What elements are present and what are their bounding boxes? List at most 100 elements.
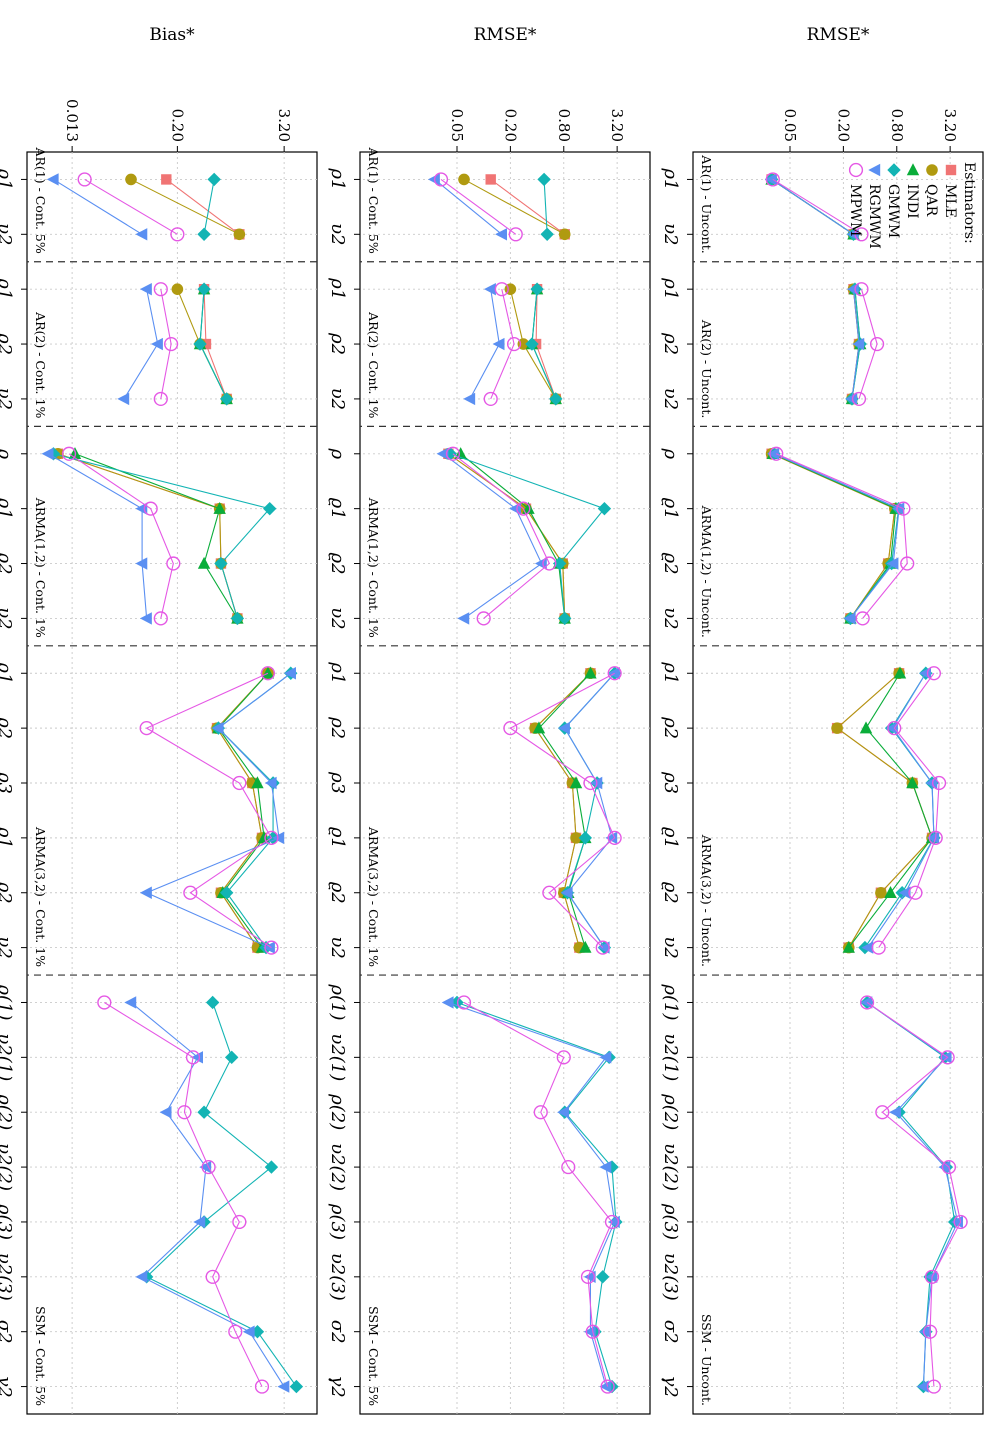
series-mpwm (859, 995, 968, 1394)
data-point (264, 1160, 279, 1174)
data-point (263, 941, 275, 954)
data-point (161, 174, 172, 185)
series-line (130, 178, 240, 235)
data-point (506, 336, 522, 352)
data-point (153, 611, 168, 626)
data-point (284, 667, 296, 680)
series-line (53, 178, 143, 235)
data-point (560, 886, 573, 899)
y-tick-label: 0.20 (168, 109, 186, 142)
legend-marker-mle (945, 164, 957, 176)
data-point (889, 1106, 901, 1119)
data-point (561, 1159, 576, 1175)
data-point (484, 282, 496, 296)
panel-title: AR(1) - Cont. 5% (366, 146, 381, 253)
series-rgmwm (124, 996, 290, 1393)
x-tick-label: υ2 (660, 388, 681, 410)
series-gmwm (767, 447, 906, 626)
data-point (542, 885, 557, 900)
series-mpwm (97, 995, 270, 1394)
x-tick-label: γ2 (660, 1375, 681, 1397)
data-point (922, 1324, 938, 1339)
series-mle (52, 448, 243, 624)
legend-marker-mpwm (848, 162, 864, 178)
panel-2: ρ1 ρ2 υ2 AR(2) - Uncont. (660, 261, 983, 418)
data-point (941, 1159, 957, 1175)
data-point (492, 337, 505, 351)
data-point (135, 228, 148, 241)
series-line (866, 1002, 959, 1387)
data-point (117, 392, 130, 406)
series-line (463, 1001, 613, 1387)
data-point (854, 282, 869, 297)
series-line (543, 179, 548, 235)
series-mpwm (871, 666, 947, 955)
plot-row-2: 0.05 0.20 0.80 3.20 RMSE* ρ1 υ2 AR(1) - Cont. 5… (327, 25, 651, 1415)
x-tick-label: γ2 (327, 1375, 348, 1397)
y-tick-label: 3.20 (941, 109, 959, 142)
x-tick-label: σ2 (327, 1320, 348, 1344)
data-point (164, 336, 179, 352)
x-tick-label: ϱ1 (0, 498, 15, 520)
data-point (41, 447, 54, 460)
series-rgmwm (117, 282, 163, 406)
x-tick-label: σ2 (660, 1320, 681, 1344)
data-point (871, 940, 886, 955)
data-point (251, 776, 264, 789)
data-point (540, 227, 554, 242)
data-point (765, 172, 780, 187)
x-tick-label: ϱ2 (0, 882, 15, 904)
series-line (773, 453, 900, 619)
series-rgmwm (845, 282, 865, 406)
legend-label-mle: MLE (942, 184, 958, 218)
data-point (859, 995, 875, 1010)
panel-title: SSM - Cont. 5% (366, 1306, 381, 1406)
x-tick-label: ρ1 (327, 167, 348, 190)
series-mpwm (433, 172, 523, 242)
x-tick-label: ρ1 (0, 167, 15, 190)
data-point (928, 830, 943, 845)
x-tick-label: σ2 (0, 1320, 15, 1344)
x-tick-label: ρ(2) (660, 1093, 681, 1130)
data-point (533, 1105, 548, 1120)
series-gmwm (537, 172, 554, 242)
x-tick-label: υ2 (0, 936, 15, 958)
data-point (898, 886, 911, 899)
series-line (53, 453, 271, 619)
data-point (851, 391, 867, 407)
x-tick-label: υ2(3) (327, 1253, 348, 1301)
data-point (583, 1270, 596, 1284)
series-gmwm (443, 447, 612, 626)
y-tick-label: 0.013 (63, 99, 81, 142)
x-tick-label: ρ2 (327, 332, 348, 355)
panel-4: ρ1 ρ2 ρ3 ϱ1 ϱ2 υ2 ARMA(3,2) - Uncont. (660, 645, 983, 967)
data-point (926, 666, 942, 681)
data-point (767, 447, 780, 460)
data-point (940, 1050, 955, 1065)
series-line (216, 672, 269, 948)
x-tick-label: ϱ2 (0, 552, 15, 574)
panel-3: ρ ϱ1 ϱ2 υ2 ARMA(1,2) - Cont. 1% (0, 425, 317, 638)
series-rgmwm (767, 447, 905, 625)
panel-title: ARMA(3,2) - Cont. 1% (366, 826, 381, 967)
y-tick-label: 0.05 (781, 109, 799, 142)
legend-marker-rgmwm (868, 163, 881, 177)
data-point (557, 1106, 569, 1119)
series-rgmwm (441, 996, 620, 1393)
data-point (597, 941, 610, 954)
data-point (893, 666, 907, 679)
data-point (596, 1270, 610, 1284)
x-tick-label: υ2(1) (327, 1033, 348, 1081)
data-point (225, 1050, 239, 1065)
x-tick-label: ρ2 (660, 716, 681, 739)
series-gmwm (197, 172, 221, 242)
x-tick-label: ρ(3) (0, 1203, 15, 1240)
panel-title: AR(2) - Cont. 1% (366, 311, 381, 418)
panel-title: ARMA(1,2) - Cont. 1% (33, 497, 48, 638)
data-point (553, 556, 567, 571)
legend-label-indi: INDI (904, 184, 920, 219)
data-point (139, 721, 154, 736)
series-line (564, 672, 616, 948)
data-point (191, 1051, 204, 1064)
plot-rows: 0.05 0.20 0.80 3.20 RMSE* ρ1 υ2 AR(1) - Uncont.… (0, 25, 984, 1415)
